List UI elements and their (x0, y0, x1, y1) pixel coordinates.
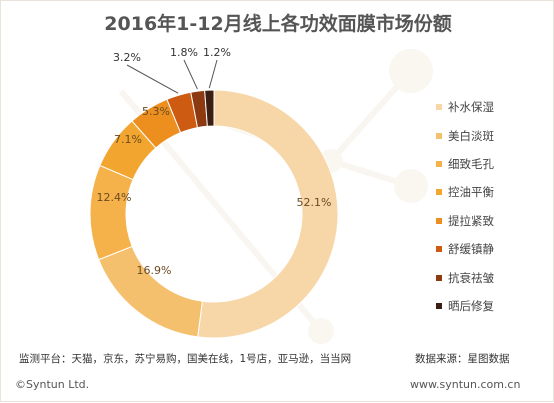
website-url: www.syntun.com.cn (410, 378, 521, 391)
leader-line-7 (183, 59, 198, 90)
legend-swatch (436, 160, 442, 167)
slice-value-label-5: 5.3% (142, 105, 170, 118)
slice-value-label-7: 1.8% (170, 46, 198, 59)
legend-label: 补水保湿 (448, 100, 494, 115)
legend-item: 控油平衡 (436, 178, 494, 206)
slice-value-label-3: 12.4% (97, 191, 132, 204)
legend-swatch (436, 217, 442, 224)
donut-slice-3 (89, 164, 134, 261)
legend-label: 细致毛孔 (448, 156, 494, 171)
legend-label: 控油平衡 (448, 185, 494, 200)
donut-slice-2 (98, 245, 203, 338)
legend-label: 美白淡斑 (448, 128, 494, 143)
data-source-note: 数据来源：星图数据 (415, 353, 510, 365)
legend-label: 晒后修复 (448, 298, 494, 313)
monitoring-platforms-note: 监测平台：天猫，京东，苏宁易购，国美在线，1号店，亚马逊，当当网 (19, 353, 352, 365)
donut-slice-1 (197, 89, 339, 339)
legend-swatch (436, 104, 442, 111)
copyright-text: ©Syntun Ltd. (15, 378, 90, 391)
donut-slice-8 (204, 89, 215, 127)
slice-value-label-6: 3.2% (113, 51, 141, 64)
legend-swatch (436, 132, 442, 139)
slice-value-label-4: 7.1% (114, 133, 142, 146)
legend-item: 抗衰祛皱 (436, 263, 494, 291)
legend-swatch (436, 302, 442, 309)
legend-item: 晒后修复 (436, 292, 494, 320)
legend-item: 舒缓镇静 (436, 235, 494, 263)
legend-label: 提拉紧致 (448, 213, 494, 228)
legend-item: 提拉紧致 (436, 207, 494, 235)
leader-line-6 (126, 64, 179, 94)
slice-value-label-2: 16.9% (137, 264, 172, 277)
slice-value-label-1: 52.1% (297, 196, 332, 209)
legend-label: 抗衰祛皱 (448, 270, 494, 285)
chart-legend: 补水保湿美白淡斑细致毛孔控油平衡提拉紧致舒缓镇静抗衰祛皱晒后修复 (436, 93, 494, 320)
legend-item: 细致毛孔 (436, 150, 494, 178)
legend-swatch (436, 246, 442, 253)
legend-label: 舒缓镇静 (448, 242, 494, 257)
legend-item: 补水保湿 (436, 93, 494, 121)
legend-swatch (436, 189, 442, 196)
legend-item: 美白淡斑 (436, 121, 494, 149)
legend-swatch (436, 274, 442, 281)
leader-line-8 (208, 59, 218, 89)
chart-title: 2016年1-12月线上各功效面膜市场份额 (104, 13, 452, 35)
slice-value-label-8: 1.2% (203, 46, 231, 59)
